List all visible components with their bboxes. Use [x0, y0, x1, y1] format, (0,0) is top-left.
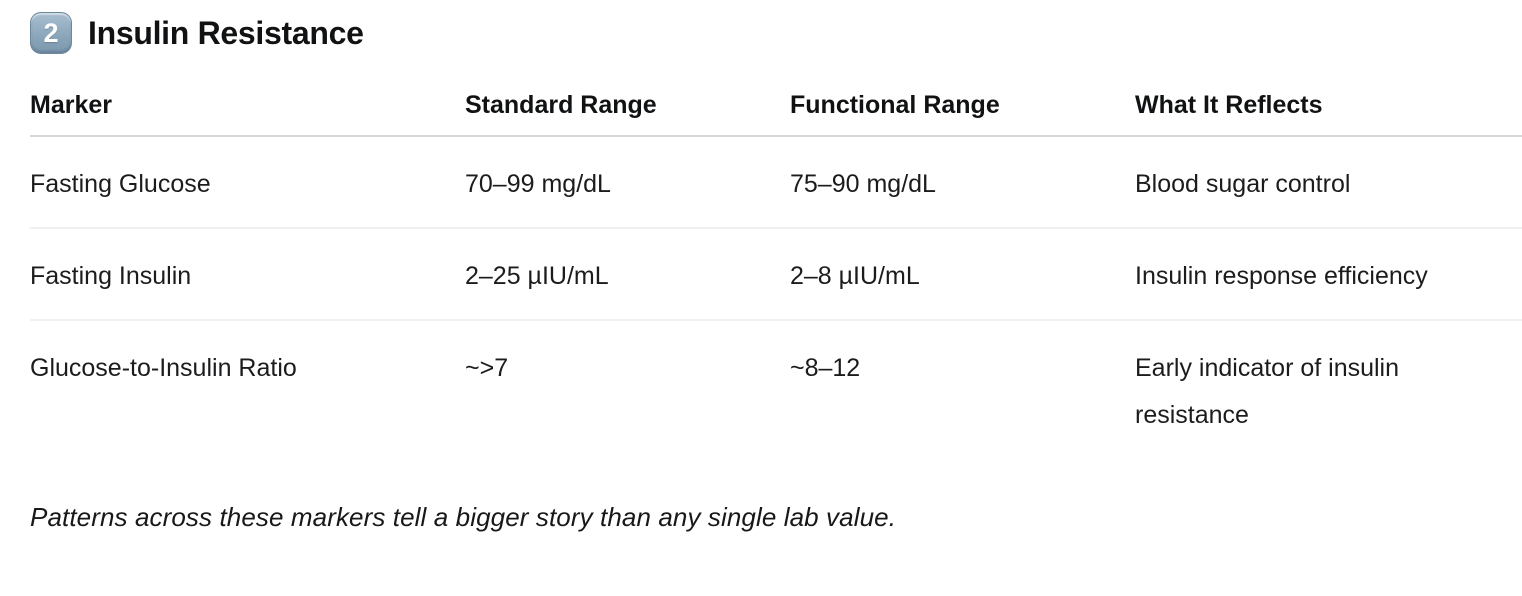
table-row: Fasting Insulin 2–25 µIU/mL 2–8 µIU/mL I… [30, 228, 1522, 321]
lab-markers-table: Marker Standard Range Functional Range W… [30, 82, 1522, 458]
cell-standard-range: 70–99 mg/dL [465, 136, 790, 229]
column-header-functional-range: Functional Range [790, 82, 1135, 137]
cell-marker: Fasting Insulin [30, 228, 465, 321]
cell-functional-range: 2–8 µIU/mL [790, 228, 1135, 321]
cell-what-it-reflects: Blood sugar control [1135, 136, 1522, 229]
cell-text: Early indicator of insulin resistance [1135, 354, 1400, 429]
column-header-marker: Marker [30, 82, 465, 137]
cell-marker: Fasting Glucose [30, 136, 465, 229]
summary-footnote: Patterns across these markers tell a big… [30, 502, 897, 532]
column-header-standard-range: Standard Range [465, 82, 790, 137]
cell-standard-range: ~>7 [465, 354, 509, 382]
column-header-what-it-reflects: What It Reflects [1135, 82, 1522, 137]
table-row: Glucose-to-Insulin Ratio ~>7 ~8–12 Early… [30, 320, 1522, 458]
cell-marker: Glucose-to-Insulin Ratio [30, 354, 297, 382]
cell-functional-range: 75–90 mg/dL [790, 136, 1135, 229]
section-title: Insulin Resistance [88, 14, 364, 51]
keycap-2-emoji-icon: 2 [30, 12, 72, 54]
table-header-row: Marker Standard Range Functional Range W… [30, 82, 1522, 137]
cell-what-it-reflects: Early indicator of insulin resistance [1135, 320, 1522, 458]
cell-what-it-reflects: Insulin response efficiency [1135, 228, 1522, 321]
table-row: Fasting Glucose 70–99 mg/dL 75–90 mg/dL … [30, 136, 1522, 229]
cell-functional-range: ~8–12 [790, 354, 861, 382]
cell-standard-range: 2–25 µIU/mL [465, 228, 790, 321]
section-heading: 2 Insulin Resistance [30, 10, 1522, 56]
